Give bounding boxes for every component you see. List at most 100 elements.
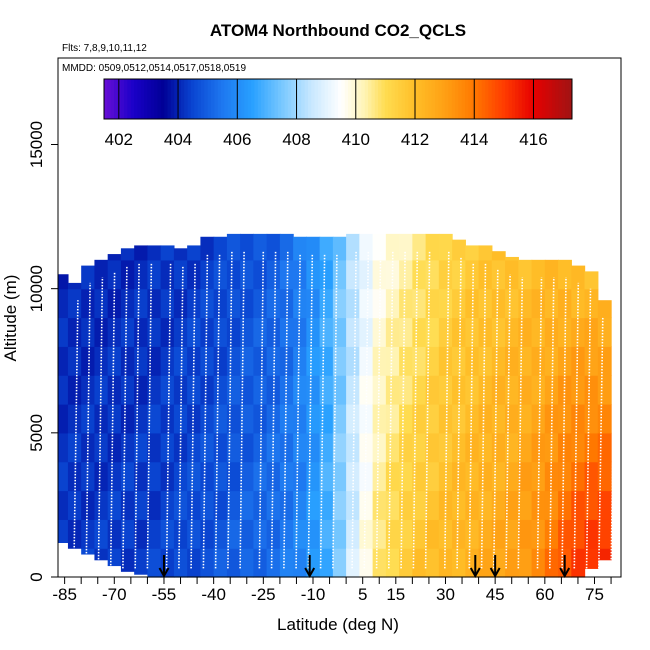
curtain-cell: [81, 519, 96, 549]
latitude-markers: [158, 555, 571, 579]
colorbar-swatch: [338, 79, 342, 119]
curtain-cell: [425, 548, 440, 578]
x-tick-label: -85: [52, 585, 77, 604]
curtain-cell: [213, 490, 228, 520]
curtain-cell: [531, 259, 546, 290]
profile-track: [517, 277, 524, 569]
curtain-cell: [94, 375, 109, 405]
curtain-cell: [81, 404, 96, 434]
curtain-cell: [518, 490, 533, 520]
curtain-cell: [452, 259, 466, 290]
curtain-cell: [597, 404, 612, 434]
curtain-cell: [372, 375, 387, 405]
profile-track: [239, 251, 245, 569]
curtain-cell: [187, 432, 202, 463]
curtain-cell: [67, 282, 82, 290]
curtain-cell: [81, 461, 96, 492]
curtain-cell: [187, 490, 202, 520]
curtain-cell: [412, 317, 427, 347]
profile-track: [295, 254, 301, 569]
curtain-cell: [187, 317, 202, 347]
curtain-cell: [319, 375, 334, 405]
curtain-cell: [438, 375, 453, 405]
curtain-cell: [558, 259, 572, 290]
colorbar-swatch: [471, 79, 476, 119]
curtain-cell: [67, 404, 82, 434]
profile-track: [388, 251, 394, 569]
curtain-cell: [505, 288, 519, 319]
curtain-cell: [279, 404, 294, 434]
curtain-cell: [359, 288, 374, 319]
curtain-cell: [425, 375, 440, 405]
colorbar-swatch: [434, 79, 439, 119]
curtain-cell: [478, 317, 493, 347]
curtain-cell: [226, 375, 241, 405]
colorbar-tick-label: 414: [460, 130, 488, 149]
curtain-cell: [385, 519, 400, 549]
curtain-cell: [226, 461, 241, 492]
curtain-cell: [518, 404, 533, 434]
curtain-cell: [399, 259, 413, 290]
curtain-cell: [544, 548, 559, 578]
curtain-cell: [240, 432, 254, 463]
curtain-cell: [491, 288, 506, 319]
curtain-cell: [293, 404, 307, 434]
y-axis: 0 5000 10000 15000: [27, 121, 58, 582]
curtain-cell: [107, 490, 122, 520]
curtain-cell: [372, 519, 387, 549]
profile-track: [375, 251, 382, 569]
curtain-cell: [518, 519, 533, 549]
curtain-cell: [147, 404, 162, 434]
curtain-cell: [173, 404, 188, 434]
profile-track: [332, 254, 338, 569]
curtain-cell: [597, 519, 612, 549]
curtain-cell: [438, 259, 453, 290]
colorbar-swatch: [140, 79, 145, 119]
colorbar-tick-label: 416: [519, 130, 547, 149]
colorbar-swatch: [478, 79, 483, 119]
curtain-cell: [399, 404, 413, 434]
curtain-cell: [478, 548, 493, 578]
curtain-cell: [385, 548, 400, 578]
curtain-cell: [213, 461, 228, 492]
colorbar-swatch: [465, 79, 469, 119]
colorbar-swatch: [204, 79, 209, 119]
colorbar-swatch: [174, 79, 179, 119]
curtain-cell: [213, 432, 228, 463]
curtain-cell: [200, 259, 215, 290]
curtain-cell: [107, 317, 122, 347]
curtain-cell: [107, 404, 122, 434]
curtain-cell: [359, 548, 374, 578]
curtain-cell: [359, 233, 374, 261]
curtain-cell: [107, 461, 122, 492]
curtain-cell: [200, 375, 215, 405]
curtain-cell: [134, 288, 149, 319]
curtain-cell: [306, 288, 321, 319]
curtain-cell: [306, 236, 321, 261]
curtain-cell: [213, 317, 228, 347]
dates-label: MMDD: 0509,0512,0514,0517,0518,0519: [62, 63, 246, 74]
curtain-cell: [346, 259, 360, 290]
curtain-cell: [478, 259, 493, 290]
curtain-cell: [134, 346, 149, 376]
colorbar-swatch: [134, 79, 138, 119]
curtain-cell: [94, 432, 109, 463]
curtain-cell: [293, 236, 307, 261]
curtain-cell: [266, 233, 281, 261]
curtain-cell: [332, 346, 347, 376]
colorbar-swatch: [448, 79, 453, 119]
colorbar-swatch: [441, 79, 446, 119]
latitude-marker-head: [304, 567, 316, 579]
curtain-cell: [438, 461, 453, 492]
curtain-cell: [399, 519, 413, 549]
profile-track: [400, 251, 406, 569]
profile-track: [444, 251, 450, 569]
colorbar-swatch: [170, 79, 175, 119]
curtain-cell: [200, 236, 215, 261]
colorbar-swatch: [150, 79, 155, 119]
curtain-cell: [558, 317, 572, 347]
curtain-cell: [213, 519, 228, 549]
curtain-cell: [438, 233, 453, 261]
x-tick-label: 5: [358, 585, 367, 604]
